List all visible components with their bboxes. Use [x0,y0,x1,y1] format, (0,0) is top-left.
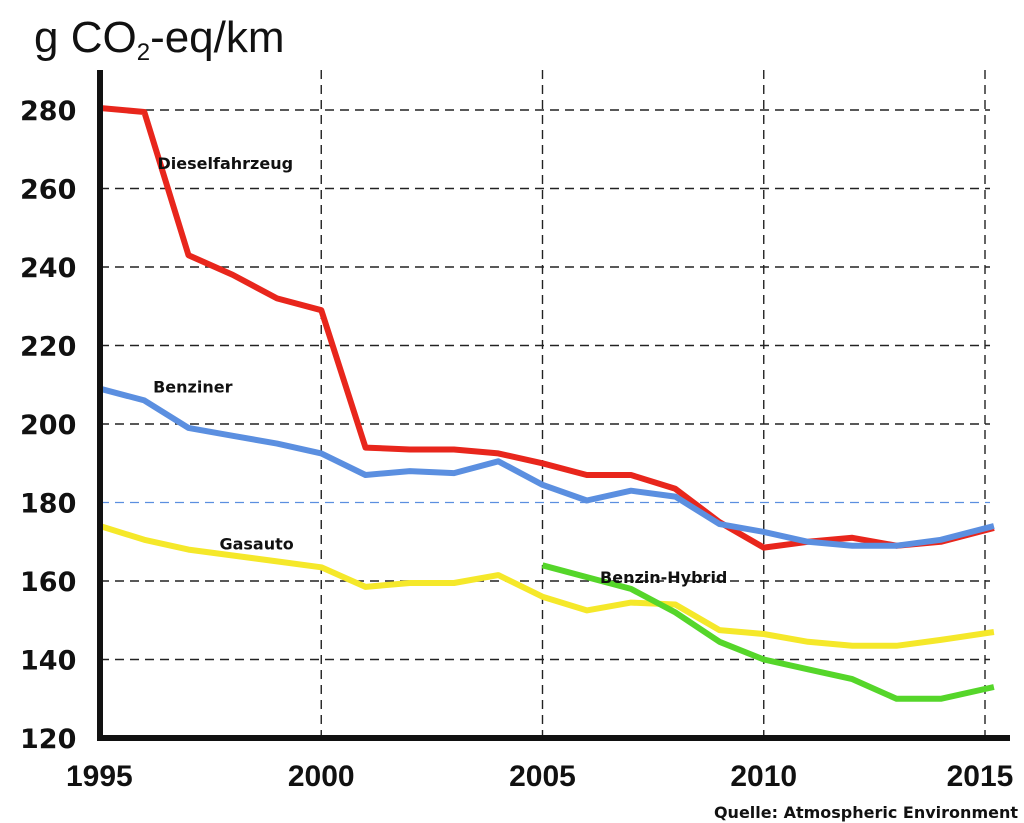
y-tick-label-120: 120 [20,724,76,755]
x-tick-label-1995: 1995 [66,760,133,793]
tick-labels: 120 140 160 180 200 220 240 260 280 1995 2000 2005 2… [20,96,1013,793]
y-axis-title-suffix: -eq/km [150,13,284,62]
y-tick-label-180: 180 [20,489,76,520]
x-tick-label-2010: 2010 [730,760,797,793]
series-label-benziner: Benziner [153,378,232,397]
series-label-dieselfahrzeug: Dieselfahrzeug [158,154,294,173]
series-labels: Dieselfahrzeug Benziner Gasauto Benzin-Hybr… [153,154,727,587]
series-line-benziner [99,385,995,549]
series-label-benzin-hybrid: Benzin-Hybrid [600,568,727,587]
series-line-dieselfahrzeug [99,105,995,551]
x-tick-label-2005: 2005 [509,760,576,793]
axes [97,70,1010,741]
y-tick-label-200: 200 [20,410,76,441]
series-label-gasauto: Gasauto [219,535,293,554]
y-axis-title: g CO2-eq/km [34,13,285,66]
y-tick-label-160: 160 [20,567,76,598]
x-tick-label-2015: 2015 [947,760,1014,793]
source-note: Quelle: Atmospheric Environment [714,803,1018,822]
y-tick-label-280: 280 [20,96,76,127]
y-tick-label-140: 140 [20,646,76,677]
y-tick-label-220: 220 [20,332,76,363]
y-axis-title-prefix: g CO [34,13,137,62]
y-axis-title-subscript: 2 [137,39,150,66]
series-line-benzin-hybrid [541,562,995,702]
y-tick-label-240: 240 [20,253,76,284]
series-line-gasauto [99,523,995,649]
y-tick-label-260: 260 [20,175,76,206]
grid [100,70,990,738]
x-tick-label-2000: 2000 [288,760,355,793]
series-group [99,105,995,702]
